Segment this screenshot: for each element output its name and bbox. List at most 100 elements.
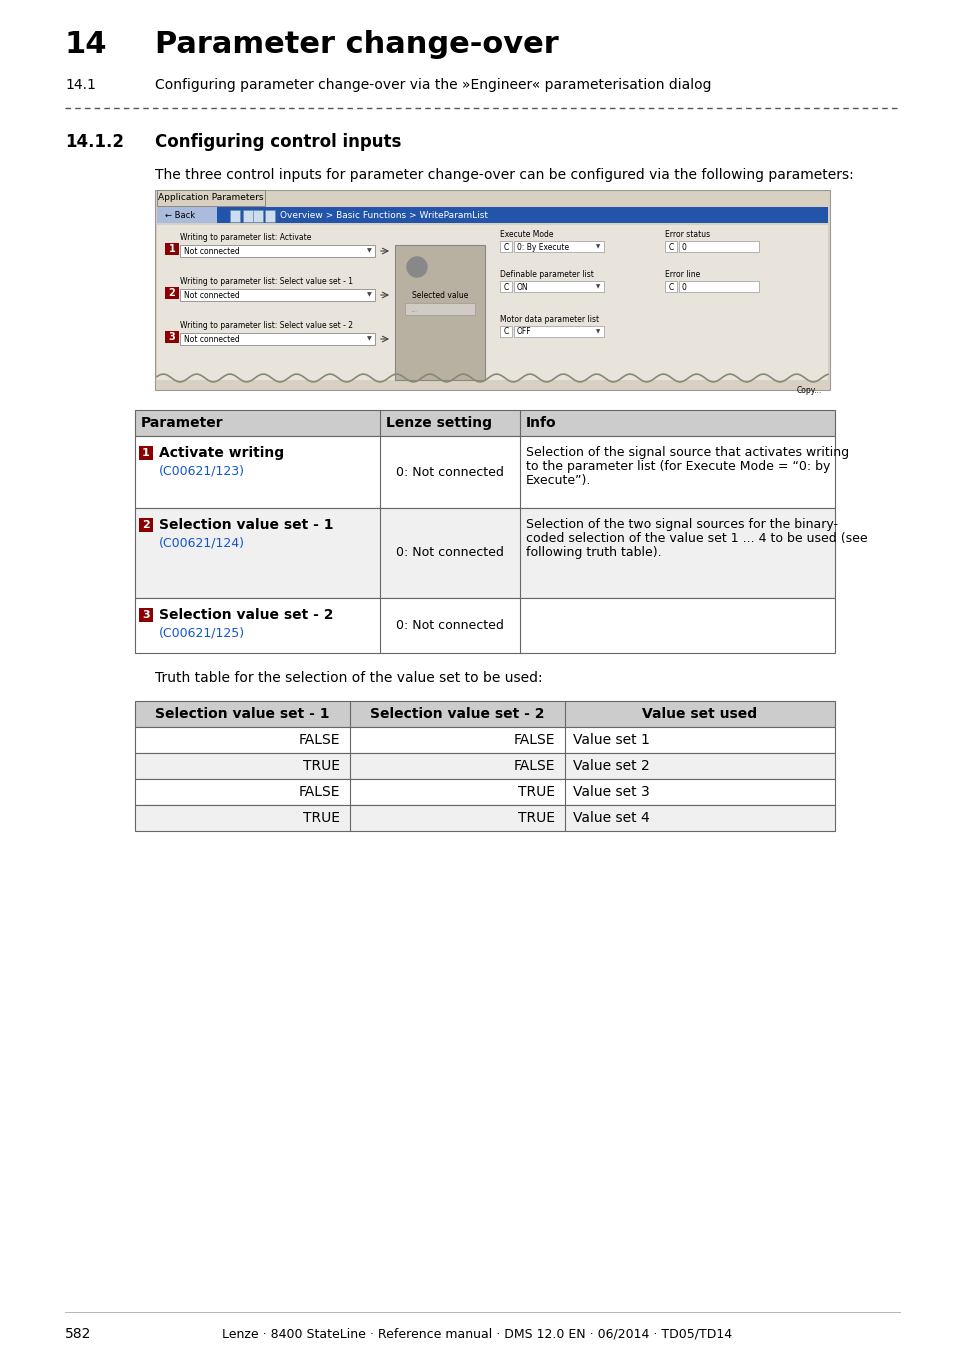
Bar <box>157 207 216 223</box>
Text: Not connected: Not connected <box>184 290 239 300</box>
Text: ← Back: ← Back <box>165 211 195 220</box>
Text: C: C <box>503 282 508 292</box>
FancyBboxPatch shape <box>157 190 265 207</box>
Bar <box>180 244 375 256</box>
Text: Configuring control inputs: Configuring control inputs <box>154 134 401 151</box>
Text: Execute Mode: Execute Mode <box>499 230 553 239</box>
Text: TRUE: TRUE <box>517 811 555 825</box>
Text: TRUE: TRUE <box>517 784 555 799</box>
Bar <box>139 608 152 622</box>
Text: ▼: ▼ <box>596 244 599 250</box>
Bar <box>154 190 829 390</box>
Text: 1: 1 <box>142 448 150 458</box>
Text: 14.1: 14.1 <box>65 78 95 92</box>
Text: C: C <box>503 243 508 251</box>
Text: Overview > Basic Functions > WriteParamList: Overview > Basic Functions > WriteParamL… <box>280 211 488 220</box>
Text: 0: Not connected: 0: Not connected <box>395 466 503 478</box>
Text: Motor data parameter list: Motor data parameter list <box>499 315 598 324</box>
Bar <box>135 436 834 508</box>
Text: FALSE: FALSE <box>298 784 339 799</box>
Bar <box>135 701 834 728</box>
Bar <box>499 281 512 292</box>
Text: 14: 14 <box>65 30 108 59</box>
Text: ▼: ▼ <box>596 285 599 289</box>
Text: FALSE: FALSE <box>298 733 339 747</box>
Text: following truth table).: following truth table). <box>525 545 661 559</box>
Bar <box>135 779 834 805</box>
Text: 0: Not connected: 0: Not connected <box>395 547 503 559</box>
Bar <box>165 288 179 298</box>
Text: Info: Info <box>525 416 556 431</box>
Text: 1: 1 <box>169 244 175 254</box>
Text: 2: 2 <box>169 288 175 298</box>
Text: Lenze setting: Lenze setting <box>386 416 492 431</box>
Bar <box>165 331 179 343</box>
Text: (C00621/123): (C00621/123) <box>159 464 245 477</box>
Bar <box>135 598 834 653</box>
Bar <box>253 211 263 221</box>
Bar <box>135 410 834 436</box>
Bar <box>243 211 253 221</box>
Text: Error status: Error status <box>664 230 709 239</box>
Text: FALSE: FALSE <box>513 733 555 747</box>
Text: Execute”).: Execute”). <box>525 474 591 487</box>
Text: Writing to parameter list: Select value set - 2: Writing to parameter list: Select value … <box>180 321 353 329</box>
Text: C: C <box>668 282 673 292</box>
Text: ▼: ▼ <box>367 336 372 342</box>
Text: Selected value: Selected value <box>412 290 468 300</box>
Text: Not connected: Not connected <box>184 335 239 343</box>
Text: 0: 0 <box>681 282 686 292</box>
Text: C: C <box>503 328 508 336</box>
Bar <box>265 211 274 221</box>
Text: ▼: ▼ <box>367 248 372 254</box>
Bar <box>514 325 603 338</box>
Text: ▼: ▼ <box>367 293 372 297</box>
Text: Copy...: Copy... <box>796 386 821 396</box>
Text: 0: 0 <box>681 243 686 251</box>
Text: ...: ... <box>410 305 416 313</box>
Bar <box>180 333 375 346</box>
Text: 3: 3 <box>142 610 150 620</box>
Bar <box>139 446 152 460</box>
Text: 14.1.2: 14.1.2 <box>65 134 124 151</box>
Text: (C00621/124): (C00621/124) <box>159 536 245 549</box>
Text: Definable parameter list: Definable parameter list <box>499 270 594 279</box>
Bar <box>135 508 834 598</box>
Text: Activate writing: Activate writing <box>159 446 284 460</box>
Bar <box>664 281 677 292</box>
Bar <box>664 242 677 252</box>
Text: Writing to parameter list: Select value set - 1: Writing to parameter list: Select value … <box>180 277 353 286</box>
Text: OFF: OFF <box>517 328 531 336</box>
Bar <box>180 289 375 301</box>
Text: The three control inputs for parameter change-over can be configured via the fol: The three control inputs for parameter c… <box>154 167 853 182</box>
Bar <box>157 225 827 379</box>
Text: FALSE: FALSE <box>513 759 555 774</box>
Text: TRUE: TRUE <box>303 811 339 825</box>
Text: Application Parameters: Application Parameters <box>158 193 263 202</box>
Text: Value set 4: Value set 4 <box>573 811 649 825</box>
Text: Not connected: Not connected <box>184 247 239 255</box>
Text: Value set 2: Value set 2 <box>573 759 649 774</box>
Text: Truth table for the selection of the value set to be used:: Truth table for the selection of the val… <box>154 671 542 684</box>
Text: ON: ON <box>517 282 528 292</box>
Bar <box>514 242 603 252</box>
Text: Selection of the two signal sources for the binary-: Selection of the two signal sources for … <box>525 518 837 531</box>
Text: 3: 3 <box>169 332 175 342</box>
Bar <box>679 281 759 292</box>
Text: to the parameter list (for Execute Mode = “0: by: to the parameter list (for Execute Mode … <box>525 460 829 472</box>
Text: Value set used: Value set used <box>641 707 757 721</box>
Bar <box>139 518 152 532</box>
Text: Selection value set - 2: Selection value set - 2 <box>370 707 544 721</box>
Bar <box>514 281 603 292</box>
Text: Selection of the signal source that activates writing: Selection of the signal source that acti… <box>525 446 848 459</box>
Text: Configuring parameter change-over via the »Engineer« parameterisation dialog: Configuring parameter change-over via th… <box>154 78 711 92</box>
Text: Lenze · 8400 StateLine · Reference manual · DMS 12.0 EN · 06/2014 · TD05/TD14: Lenze · 8400 StateLine · Reference manua… <box>222 1327 731 1341</box>
Bar <box>405 302 475 315</box>
Bar <box>165 243 179 255</box>
Text: 0: Not connected: 0: Not connected <box>395 620 503 632</box>
Bar <box>135 805 834 832</box>
Text: ▼: ▼ <box>596 329 599 335</box>
Text: (C00621/125): (C00621/125) <box>159 626 245 639</box>
Text: C: C <box>668 243 673 251</box>
Text: Value set 1: Value set 1 <box>573 733 649 747</box>
